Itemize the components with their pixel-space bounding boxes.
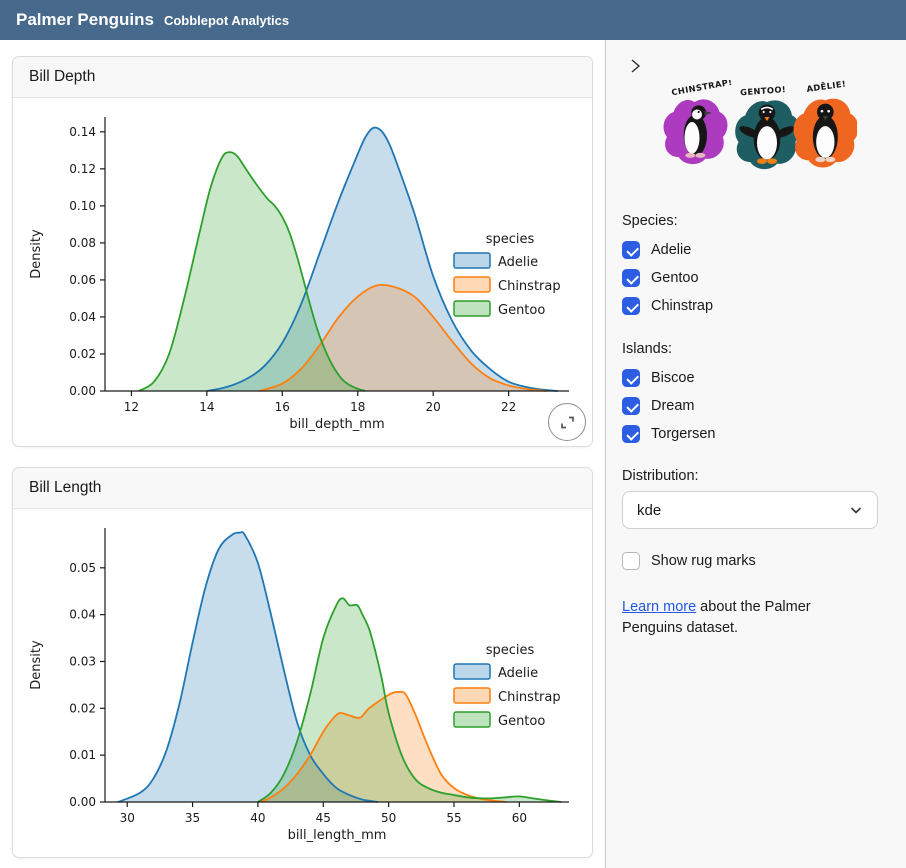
checkbox-adelie[interactable] <box>622 241 640 259</box>
distribution-select[interactable]: kde <box>622 491 878 529</box>
checkbox-torgersen[interactable] <box>622 425 640 443</box>
checkbox-label: Dream <box>651 398 695 414</box>
card-bill-depth: Bill Depth 12 14 16 18 20 22 0.00 0.02 0.04 0.06 0… <box>12 56 593 447</box>
penguins-artwork: CHINSTRAP! GENTOO! <box>657 77 859 189</box>
svg-text:60: 60 <box>511 811 526 825</box>
svg-text:0.01: 0.01 <box>69 748 96 762</box>
distribution-selected-value: kde <box>637 501 662 519</box>
bill-length-chart: 30 35 40 45 50 55 60 0.00 0.01 0.02 0.03 0.04 0.05 bi… <box>13 509 592 857</box>
content-area: Bill Depth 12 14 16 18 20 22 0.00 0.02 0.04 0.06 0… <box>0 40 605 868</box>
checkbox-row-chinstrap[interactable]: Chinstrap <box>622 292 892 320</box>
checkbox-rug-marks[interactable] <box>622 552 640 570</box>
app-header: Palmer Penguins Cobblepot Analytics <box>0 0 906 40</box>
expand-card-button[interactable] <box>548 403 586 441</box>
svg-text:0.00: 0.00 <box>69 795 96 809</box>
svg-text:30: 30 <box>119 811 134 825</box>
svg-text:Chinstrap: Chinstrap <box>498 279 561 294</box>
svg-text:0.00: 0.00 <box>69 384 96 398</box>
svg-text:Density: Density <box>29 229 44 279</box>
svg-text:0.04: 0.04 <box>69 310 96 324</box>
checkbox-label: Show rug marks <box>651 553 756 569</box>
svg-text:55: 55 <box>446 811 461 825</box>
expand-icon <box>560 416 574 428</box>
chevron-down-icon <box>850 507 862 514</box>
checkbox-label: Adelie <box>651 242 692 258</box>
svg-text:Gentoo: Gentoo <box>498 303 545 318</box>
svg-text:Density: Density <box>29 640 44 690</box>
svg-text:22: 22 <box>501 400 516 414</box>
svg-text:Adelie: Adelie <box>498 666 538 681</box>
svg-text:0.10: 0.10 <box>69 199 96 213</box>
svg-text:species: species <box>485 232 534 247</box>
chevron-right-icon <box>631 58 641 73</box>
svg-text:0.14: 0.14 <box>69 125 96 139</box>
svg-text:Gentoo: Gentoo <box>498 714 545 729</box>
svg-text:40: 40 <box>250 811 265 825</box>
app-subtitle: Cobblepot Analytics <box>163 13 290 28</box>
checkbox-row-biscoe[interactable]: Biscoe <box>622 364 892 392</box>
species-section-label: Species: <box>622 213 678 229</box>
checkbox-row-torgersen[interactable]: Torgersen <box>622 420 892 448</box>
gentoo-label: GENTOO! <box>740 84 787 97</box>
adelie-label: ADĒLIE! <box>806 80 847 94</box>
checkbox-row-adelie[interactable]: Adelie <box>622 236 892 264</box>
svg-text:0.02: 0.02 <box>69 347 96 361</box>
sidebar: CHINSTRAP! GENTOO! <box>605 40 906 868</box>
svg-text:bill_length_mm: bill_length_mm <box>287 828 386 843</box>
learn-more-link[interactable]: Learn more <box>622 599 697 615</box>
gentoo-penguin-illustration: GENTOO! <box>735 84 800 170</box>
app-title: Palmer Penguins <box>16 10 154 29</box>
sidebar-collapse-button[interactable] <box>624 56 646 78</box>
checkbox-label: Gentoo <box>651 270 699 286</box>
checkbox-chinstrap[interactable] <box>622 297 640 315</box>
svg-text:35: 35 <box>184 811 199 825</box>
checkbox-dream[interactable] <box>622 397 640 415</box>
svg-text:Adelie: Adelie <box>498 255 538 270</box>
checkbox-row-dream[interactable]: Dream <box>622 392 892 420</box>
svg-text:16: 16 <box>274 400 289 414</box>
checkbox-label: Torgersen <box>651 426 716 442</box>
adelie-penguin-illustration: ADĒLIE! <box>793 79 859 168</box>
svg-text:0.12: 0.12 <box>69 162 96 176</box>
card-bill-length: Bill Length 30 35 40 45 50 55 60 0.00 0.01 0.02 0.… <box>12 467 593 858</box>
islands-section-label: Islands: <box>622 341 672 357</box>
svg-text:12: 12 <box>123 400 138 414</box>
checkbox-row-rug-marks[interactable]: Show rug marks <box>622 547 892 575</box>
checkbox-gentoo[interactable] <box>622 269 640 287</box>
svg-text:0.08: 0.08 <box>69 236 96 250</box>
svg-text:bill_depth_mm: bill_depth_mm <box>289 417 384 432</box>
svg-text:0.05: 0.05 <box>69 561 96 575</box>
svg-text:14: 14 <box>199 400 214 414</box>
svg-text:Chinstrap: Chinstrap <box>498 690 561 705</box>
svg-text:18: 18 <box>350 400 365 414</box>
svg-text:0.02: 0.02 <box>69 701 96 715</box>
svg-text:0.04: 0.04 <box>69 608 96 622</box>
svg-text:0.06: 0.06 <box>69 273 96 287</box>
distribution-section-label: Distribution: <box>622 468 699 484</box>
bill-depth-chart: 12 14 16 18 20 22 0.00 0.02 0.04 0.06 0.08 0.10 0.12… <box>13 98 592 446</box>
svg-text:0.03: 0.03 <box>69 654 96 668</box>
chinstrap-label: CHINSTRAP! <box>671 80 734 97</box>
main-layout: Bill Depth 12 14 16 18 20 22 0.00 0.02 0.04 0.06 0… <box>0 40 906 868</box>
chinstrap-penguin-illustration: CHINSTRAP! <box>663 77 734 165</box>
checkbox-biscoe[interactable] <box>622 369 640 387</box>
checkbox-label: Biscoe <box>651 370 695 386</box>
checkbox-row-gentoo[interactable]: Gentoo <box>622 264 892 292</box>
svg-text:species: species <box>485 643 534 658</box>
svg-text:20: 20 <box>425 400 440 414</box>
card-title: Bill Depth <box>13 57 592 98</box>
checkbox-label: Chinstrap <box>651 298 714 314</box>
card-title: Bill Length <box>13 468 592 509</box>
svg-text:45: 45 <box>315 811 330 825</box>
svg-text:50: 50 <box>380 811 395 825</box>
learn-more-text: Learn more about the Palmer Penguins dat… <box>622 599 811 637</box>
